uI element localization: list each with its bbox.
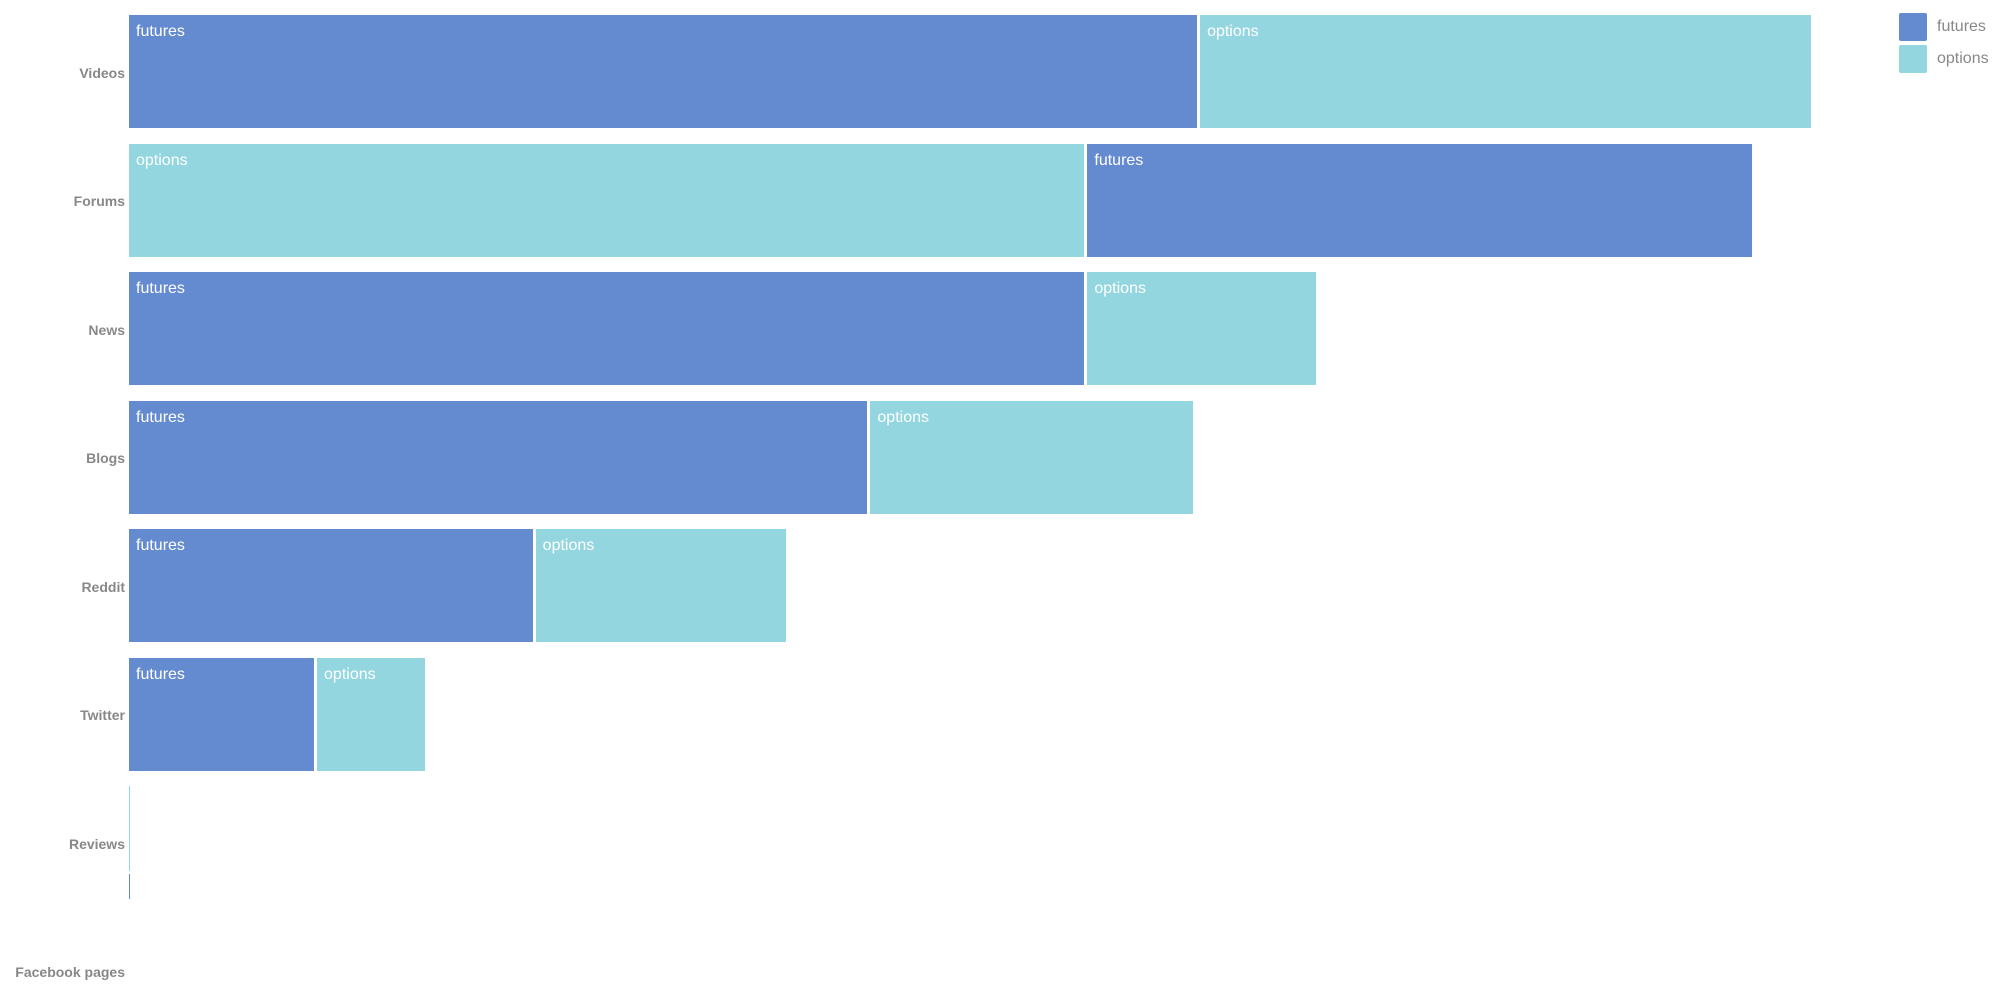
legend: futures options	[1899, 13, 1989, 77]
bar-label-blogs-options: options	[877, 408, 929, 426]
category-label-videos: Videos	[79, 64, 125, 81]
category-label-reviews: Reviews	[68, 835, 125, 852]
bar-label-blogs-futures: futures	[136, 408, 185, 426]
bar-label-forums-futures: futures	[1094, 151, 1144, 169]
category-label-forums: Forums	[73, 193, 125, 209]
bar-reddit-options[interactable]: options	[535, 529, 787, 642]
bar-label-news-futures: futures	[136, 280, 185, 297]
bar-label-reddit-options: options	[542, 537, 595, 554]
bar-label-forums-options: options	[136, 151, 188, 169]
legend-item-options[interactable]: options	[1899, 45, 1989, 73]
category-label-news: News	[88, 321, 125, 338]
bar-label-twitter-options: options	[324, 665, 376, 683]
bar-videos-futures[interactable]: futures	[129, 15, 1198, 128]
bar-forums-futures[interactable]: futures	[1087, 143, 1752, 257]
category-label-reddit: Reddit	[81, 578, 125, 595]
bar-label-reddit-futures: futures	[136, 537, 185, 554]
bar-reviews-options[interactable]	[129, 786, 130, 871]
bar-label-twitter-futures: futures	[136, 665, 185, 683]
bar-news-options[interactable]: options	[1087, 272, 1317, 385]
bar-reddit-futures[interactable]: futures	[129, 529, 533, 642]
legend-label-futures: futures	[1937, 18, 1986, 35]
legend-swatch-futures	[1899, 13, 1927, 41]
bar-videos-options[interactable]: options	[1200, 15, 1811, 128]
bar-twitter-futures[interactable]: futures	[129, 657, 315, 771]
legend-label-options: options	[1937, 50, 1989, 67]
bar-twitter-options[interactable]: options	[317, 657, 425, 771]
legend-item-futures[interactable]: futures	[1899, 13, 1989, 41]
bar-news-futures[interactable]: futures	[129, 272, 1085, 385]
category-label-blogs: Blogs	[86, 450, 125, 466]
category-label-twitter: Twitter	[80, 707, 125, 723]
category-label-facebook-pages: Facebook pages	[15, 964, 125, 980]
bar-blogs-futures[interactable]: futures	[129, 400, 868, 514]
bar-blogs-options[interactable]: options	[870, 400, 1194, 514]
bar-label-videos-futures: futures	[136, 23, 185, 40]
legend-swatch-options	[1899, 45, 1927, 73]
bar-label-videos-options: options	[1207, 23, 1259, 40]
bar-reviews-futures[interactable]	[129, 874, 130, 899]
bar-label-news-options: options	[1094, 280, 1146, 297]
bar-forums-options[interactable]: options	[129, 143, 1085, 257]
